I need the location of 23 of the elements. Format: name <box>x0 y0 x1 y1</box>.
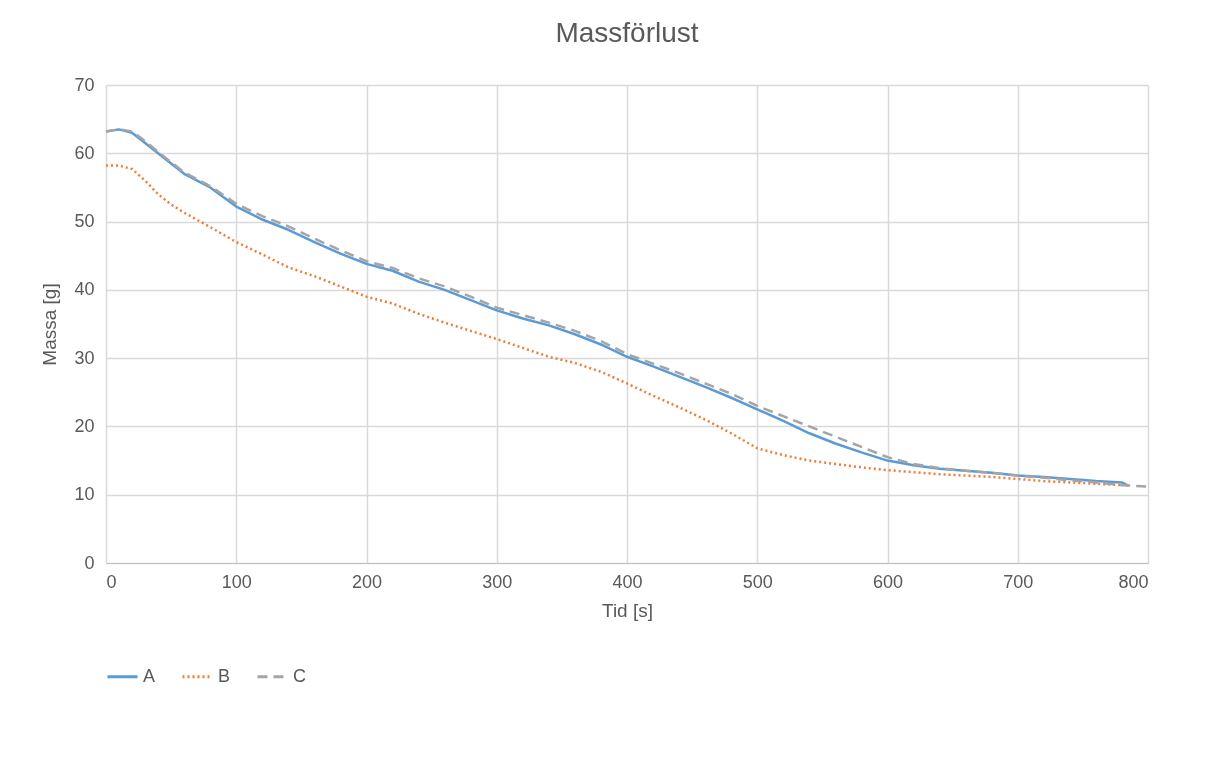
x-tick-label: 500 <box>742 571 773 592</box>
x-tick-label: 300 <box>482 571 513 592</box>
legend-label: B <box>218 665 231 686</box>
y-tick-label: 20 <box>74 415 95 436</box>
x-tick-label: 200 <box>351 571 383 592</box>
x-tick-label: 400 <box>612 571 643 592</box>
x-tick-label: 600 <box>872 571 904 592</box>
x-tick-label: 100 <box>221 571 252 592</box>
chart-title: Massförlust <box>555 17 699 48</box>
y-tick-label: 0 <box>84 552 95 573</box>
y-tick-label: 30 <box>74 347 95 368</box>
y-tick-label: 10 <box>74 484 95 505</box>
x-tick-label: 800 <box>1118 571 1149 592</box>
y-tick-label: 60 <box>74 142 95 163</box>
y-tick-label: 40 <box>74 279 95 300</box>
legend-label: C <box>293 665 306 686</box>
y-tick-label: 50 <box>74 211 95 232</box>
y-axis-title: Massa [g] <box>39 283 61 366</box>
legend-label: A <box>143 665 156 686</box>
x-axis-title: Tid [s] <box>601 599 654 621</box>
y-tick-label: 70 <box>74 74 95 95</box>
x-tick-label: 700 <box>1003 571 1034 592</box>
x-tick-label: 0 <box>106 571 117 592</box>
